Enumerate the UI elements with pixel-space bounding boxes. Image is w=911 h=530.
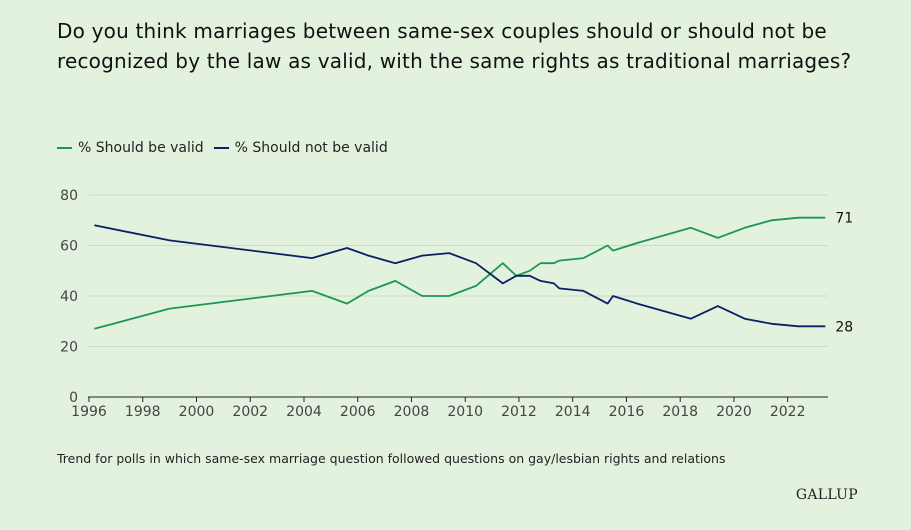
- x-tick-label: 2000: [179, 404, 215, 420]
- y-tick-label: 0: [69, 390, 78, 406]
- legend-label-not-valid: % Should not be valid: [234, 140, 388, 156]
- x-tick-label: 1998: [125, 404, 161, 420]
- legend-label-valid: % Should be valid: [78, 140, 204, 156]
- gallup-logo: GALLUP: [795, 487, 858, 503]
- x-tick-label: 2020: [716, 404, 752, 420]
- legend-swatch-valid: [57, 147, 72, 149]
- end-label-should-not-be-valid: 28: [835, 319, 853, 335]
- x-tick-label: 2016: [609, 404, 645, 420]
- x-tick-label: 2008: [394, 404, 430, 420]
- legend-item-not-valid: % Should not be valid: [213, 140, 388, 156]
- y-tick-label: 60: [60, 239, 78, 255]
- chart-title: Do you think marriages between same-sex …: [57, 19, 852, 73]
- chart-footnote: Trend for polls in which same-sex marria…: [57, 451, 726, 466]
- chart-legend: % Should be valid % Should not be valid: [57, 140, 398, 156]
- end-label-should-be-valid: 71: [835, 211, 853, 227]
- x-tick-label: 2014: [555, 404, 591, 420]
- legend-item-valid: % Should be valid: [57, 140, 204, 156]
- x-tick-label: 2022: [770, 404, 806, 420]
- series-line-should-be-valid: [94, 216, 826, 330]
- y-tick-label: 20: [60, 340, 78, 356]
- x-tick-label: 2004: [286, 404, 322, 420]
- x-tick-label: 2006: [340, 404, 376, 420]
- x-tick-label: 2018: [662, 404, 698, 420]
- legend-swatch-not-valid: [213, 147, 229, 149]
- x-tick-label: 2010: [447, 404, 483, 420]
- x-tick-label: 2012: [501, 404, 537, 420]
- y-tick-label: 40: [60, 289, 78, 305]
- y-tick-label: 80: [60, 188, 78, 204]
- x-tick-label: 2002: [232, 404, 268, 420]
- series-line-should-not-be-valid: [94, 224, 826, 328]
- x-tick-label: 1996: [71, 404, 107, 420]
